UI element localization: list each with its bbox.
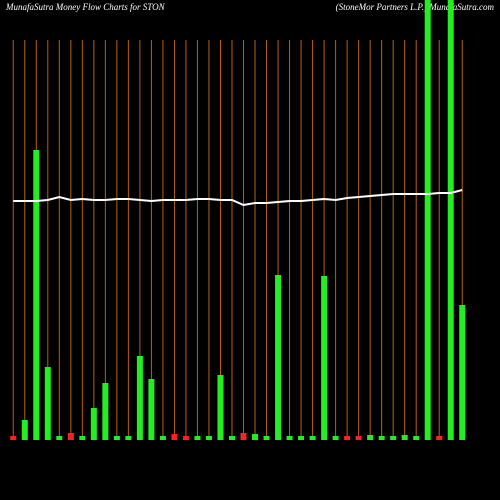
bar: [205, 436, 212, 440]
bar: [401, 435, 408, 440]
bar: [125, 436, 132, 440]
bar: [459, 305, 466, 440]
bar: [182, 436, 189, 440]
bar: [33, 150, 40, 440]
bar: [10, 436, 17, 440]
bar: [286, 436, 293, 440]
bar: [332, 436, 339, 440]
bar: [447, 0, 454, 440]
money-flow-line: [13, 189, 463, 207]
chart-title: MunafaSutra Money Flow Charts for STON: [5, 2, 166, 12]
bar: [56, 436, 63, 440]
bar: [367, 435, 374, 440]
bar: [321, 276, 328, 440]
bar: [309, 436, 316, 440]
bar: [378, 436, 385, 440]
bar: [159, 436, 166, 440]
bar: [79, 436, 86, 440]
bar: [90, 408, 97, 440]
bar: [240, 433, 247, 440]
bar: [217, 375, 224, 440]
bar: [136, 356, 143, 440]
bar: [275, 275, 282, 440]
bar: [113, 436, 120, 440]
bar: [390, 436, 397, 440]
bar: [194, 436, 201, 440]
bar: [67, 433, 74, 440]
bar: [344, 436, 351, 440]
bar: [263, 436, 270, 440]
bar: [298, 436, 305, 440]
bar: [413, 436, 420, 440]
bar: [252, 434, 259, 440]
bar: [21, 420, 28, 440]
bar: [436, 436, 443, 440]
bar: [228, 436, 235, 440]
bar: [44, 367, 51, 440]
bar: [355, 436, 362, 440]
bar: [171, 434, 178, 440]
bar: [148, 379, 155, 440]
chart-subtitle: (StoneMor Partners L.P.) MunafaSutra.com: [336, 2, 495, 12]
bar: [102, 383, 109, 440]
bar: [424, 0, 431, 440]
